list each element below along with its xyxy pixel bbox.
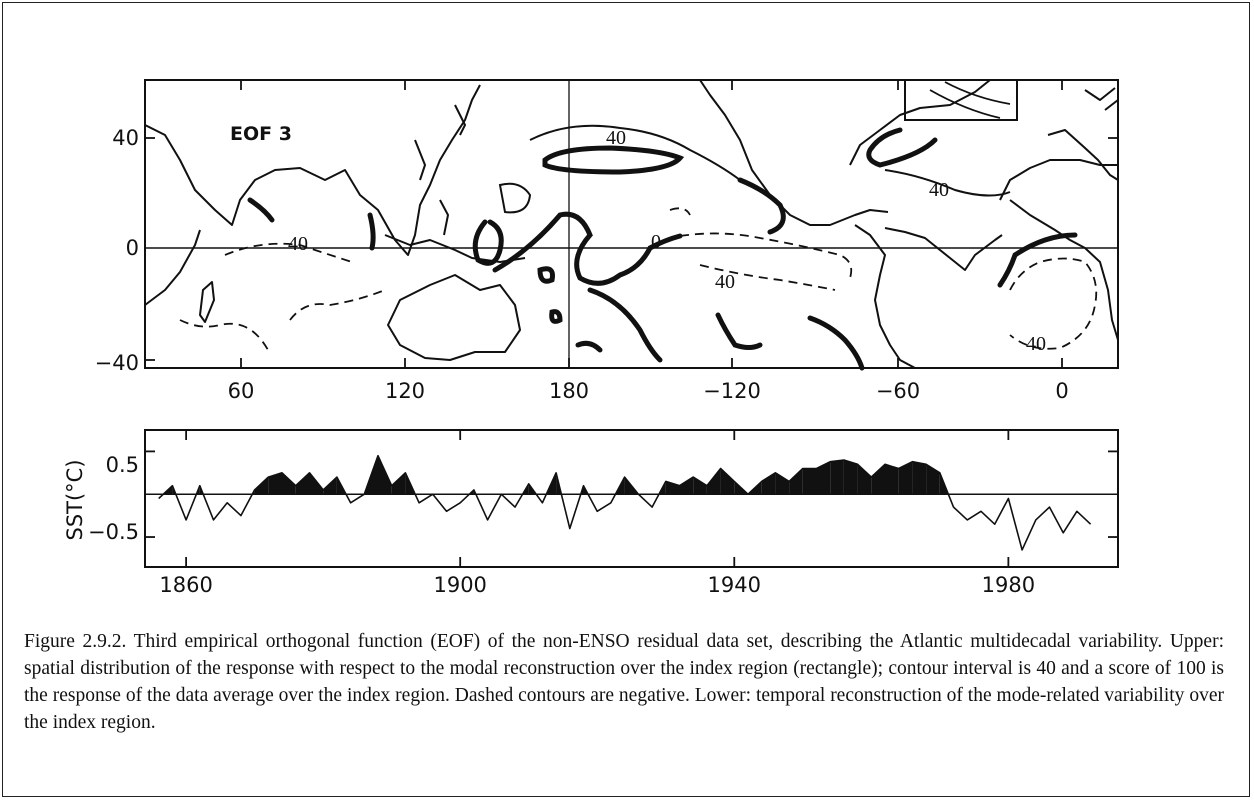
contour-closed-west-pacific — [498, 182, 532, 214]
contour-40-north-pacific — [529, 124, 741, 181]
positive-area — [679, 477, 694, 495]
zero-contour-south-pacific — [587, 287, 663, 363]
lon-tick-label: −120 — [703, 379, 761, 403]
zero-contour-mexico — [737, 177, 786, 235]
positive-area — [912, 461, 927, 495]
zero-contour-south-small — [575, 340, 603, 353]
map-frame — [144, 79, 1119, 369]
north-america-pacific-coast — [699, 79, 889, 226]
positive-area — [857, 464, 872, 495]
positive-contours — [498, 124, 1011, 214]
neg-contour-indian-40 — [224, 242, 353, 263]
madagascar — [199, 281, 215, 323]
x-tick-label: 1860 — [159, 573, 212, 597]
figure-caption: Figure 2.9.2. Third empirical orthogonal… — [24, 631, 1224, 733]
neg-contour-small — [669, 207, 691, 216]
index-region-rectangle — [904, 79, 1018, 121]
contour-label-5: 40 — [715, 271, 735, 293]
x-tick-label: 1900 — [433, 573, 486, 597]
positive-area — [761, 472, 776, 495]
contour-label-1: 40 — [606, 127, 626, 149]
zero-contour-south-atlantic — [997, 232, 1078, 288]
negative-contours — [179, 207, 1098, 351]
south-america-west-coast — [854, 224, 916, 369]
positive-area — [898, 461, 913, 495]
neg-contour-south-indian-2 — [289, 289, 386, 321]
eof-label: EOF 3 — [230, 123, 292, 145]
x-tick-label: 1980 — [982, 573, 1035, 597]
lon-tick-label: 180 — [549, 379, 589, 403]
lat-tick-label: 0 — [126, 236, 139, 260]
positive-area — [706, 468, 721, 495]
timeseries-frame — [144, 429, 1119, 568]
positive-area — [789, 468, 803, 495]
eurasia-africa-coast — [144, 84, 481, 256]
positive-area — [378, 455, 392, 495]
zero-contour-west-pacific — [472, 219, 504, 266]
y-axis-label: SST(°C) — [63, 459, 87, 540]
west-africa-coast — [1009, 199, 1119, 341]
positive-area — [693, 477, 707, 495]
contour-label-6: 40 — [1026, 333, 1046, 355]
timeseries-ticks — [145, 430, 1118, 567]
positive-area — [665, 481, 680, 495]
neg-contour-south-indian — [179, 319, 269, 351]
iberia-coast — [1047, 129, 1119, 181]
contour-label-2: 40 — [929, 179, 949, 201]
x-tick-label: 1940 — [708, 573, 761, 597]
timeseries-panel: 0.5 −0.5 SST(°C) 1860 1900 1940 1980 — [63, 429, 1119, 597]
africa-east-coast — [144, 229, 201, 306]
zero-contour-arabian — [247, 197, 275, 223]
positive-fill-layer — [163, 455, 949, 495]
lat-tick-label: −40 — [95, 351, 139, 375]
positive-area — [830, 460, 844, 495]
west-africa-north — [999, 159, 1118, 201]
lon-tick-label: 0 — [1055, 379, 1068, 403]
lon-tick-label: 120 — [385, 379, 425, 403]
zero-contour-southeast-2 — [807, 315, 865, 371]
positive-area — [926, 464, 940, 495]
contour-40-atlantic — [884, 169, 1011, 197]
positive-area — [391, 472, 406, 495]
sst-series-line — [158, 454, 1092, 551]
positive-area — [720, 468, 735, 495]
australia — [387, 274, 521, 361]
europe-islands — [1084, 87, 1119, 111]
south-america-east-coast — [884, 227, 1003, 271]
zero-contour-equatorial — [492, 211, 683, 286]
positive-area — [843, 460, 858, 495]
contour-label-4: 0 — [651, 231, 661, 253]
zero-contours — [247, 127, 1078, 371]
lon-tick-label: 60 — [228, 379, 255, 403]
zero-contour-small-loop-1 — [537, 266, 555, 284]
positive-area — [816, 461, 831, 495]
positive-area — [802, 468, 817, 495]
neg-contour-east-pacific-40 — [679, 232, 853, 279]
positive-area — [268, 472, 282, 495]
positive-area — [871, 464, 885, 495]
zero-contour-bay-bengal — [367, 212, 376, 251]
contour-label-3: 40 — [288, 233, 308, 255]
zero-contour-southeast-1 — [715, 312, 763, 350]
y-tick-label: 0.5 — [106, 453, 139, 477]
map-panel: EOF 3 40 40 40 0 40 40 60 120 180 −120 −… — [95, 79, 1119, 403]
y-tick-label: −0.5 — [88, 520, 139, 544]
positive-area — [295, 472, 310, 495]
lon-tick-label: −60 — [876, 379, 920, 403]
positive-area — [885, 464, 899, 495]
neg-contour-east-pacific-inner — [699, 264, 836, 291]
indonesia-chain — [384, 234, 526, 263]
map-ticks — [145, 80, 1118, 368]
positive-area — [775, 472, 790, 495]
lat-tick-label: 40 — [112, 126, 139, 150]
zero-contour-small-loop-2 — [549, 309, 563, 324]
index-region-contours — [929, 81, 1011, 119]
zero-contour-north-atlantic — [866, 127, 938, 168]
positive-area — [282, 472, 296, 495]
neg-contour-south-atlantic-40 — [1009, 257, 1098, 350]
east-asia-islands — [414, 104, 466, 236]
zero-contour-north-pacific — [542, 145, 685, 175]
